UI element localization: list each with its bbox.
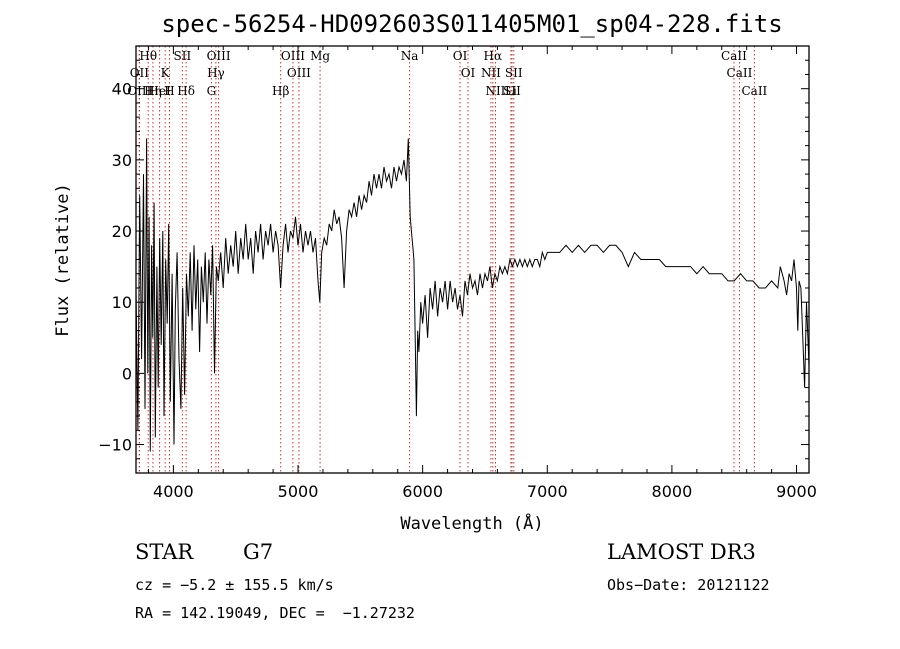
line-label-22: SII xyxy=(503,84,521,98)
y-tick-label-1: 0 xyxy=(122,364,132,383)
x-tick-label-1: 5000 xyxy=(278,482,319,501)
line-label-4: K xyxy=(161,66,171,80)
line-label-8: Hδ xyxy=(177,84,195,98)
line-label-24: Li xyxy=(505,84,517,98)
class-label: STAR xyxy=(135,540,194,564)
x-tick-label-3: 7000 xyxy=(527,482,568,501)
line-label-17: OI xyxy=(453,49,468,63)
x-tick-label-0: 4000 xyxy=(153,482,194,501)
y-tick-label-4: 30 xyxy=(112,151,132,170)
redshift-text: cz = −5.2 ± 155.5 km/s xyxy=(135,576,334,594)
line-label-16: Na xyxy=(401,49,419,63)
coordinates-text: RA = 142.19049, DEC = −1.27232 xyxy=(135,604,415,622)
axis-ticks: 4000 5000 6000 7000 8000 9000 −10 0 10 20 30 40 xyxy=(98,45,817,501)
line-label-25: CaII xyxy=(721,49,747,63)
line-label-14: Hβ xyxy=(272,84,289,98)
obs-date-text: Obs−Date: 20121122 xyxy=(607,576,770,594)
y-tick-label-3: 20 xyxy=(112,222,132,241)
line-label-23: SII xyxy=(505,66,523,80)
line-label-13: OIII xyxy=(287,66,311,80)
line-label-2: OIII xyxy=(127,84,151,98)
line-label-7: SII xyxy=(174,49,192,63)
chart-title: spec-56254-HD092603S011405M01_sp04-228.f… xyxy=(161,10,782,38)
line-label-26: CaII xyxy=(727,66,753,80)
survey-label: LAMOST DR3 xyxy=(607,540,756,564)
x-axis-label: Wavelength (Å) xyxy=(400,512,543,534)
line-label-15: Mg xyxy=(310,49,330,63)
y-tick-label-5: 40 xyxy=(112,80,132,99)
y-tick-label-0: −10 xyxy=(98,436,132,455)
spectral-line-markers xyxy=(138,46,755,473)
line-label-5: HeI xyxy=(148,84,171,98)
x-tick-label-4: 8000 xyxy=(652,482,693,501)
plot-frame xyxy=(135,45,810,474)
line-label-12: OIII xyxy=(281,49,305,63)
line-label-27: CaII xyxy=(741,84,767,98)
x-tick-label-5: 9000 xyxy=(776,482,817,501)
line-label-20: NII xyxy=(481,66,501,80)
line-label-0: Hθ xyxy=(139,49,157,63)
line-label-10: Hγ xyxy=(207,66,225,80)
line-label-19: Hα xyxy=(484,49,503,63)
line-label-6: H xyxy=(164,84,174,98)
line-label-11: G xyxy=(207,84,217,98)
line-label-9: OIII xyxy=(207,49,231,63)
y-axis-label: Flux (relative) xyxy=(53,183,73,337)
flux-series-line xyxy=(135,138,810,452)
spectral-line-labels: HθOIIOIIIHηKHeIHSIIHδOIIIHγGOIIIOIIIHβMg… xyxy=(127,49,767,98)
line-label-18: OI xyxy=(461,66,476,80)
line-label-1: OII xyxy=(130,66,150,80)
subclass-label: G7 xyxy=(243,540,274,564)
y-tick-label-2: 10 xyxy=(112,293,132,312)
line-label-21: NII xyxy=(485,84,505,98)
x-tick-label-2: 6000 xyxy=(402,482,443,501)
line-label-3: Hη xyxy=(144,84,162,98)
